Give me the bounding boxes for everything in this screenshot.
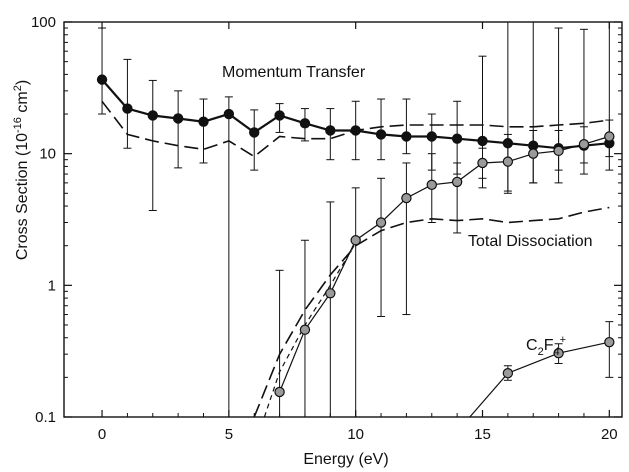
data-point-momentum xyxy=(502,138,514,149)
data-point-dissociation xyxy=(350,235,361,246)
y-tick-label: 100 xyxy=(31,14,56,31)
data-point-momentum xyxy=(350,125,361,136)
x-tick-label: 10 xyxy=(347,426,364,443)
annotations-layer: Momentum Transfer Total Dissociation C2F… xyxy=(222,64,593,358)
data-point-c2f4 xyxy=(553,348,564,359)
data-point-c2f4 xyxy=(604,336,615,348)
data-point-momentum xyxy=(274,110,285,121)
data-point-dissociation xyxy=(274,386,285,398)
y-tick-label: 0.1 xyxy=(35,409,56,426)
c2f4-sub1: 2 xyxy=(538,346,544,358)
data-point-momentum xyxy=(147,110,158,121)
error-bars-layer xyxy=(98,21,614,418)
data-point-momentum xyxy=(172,113,184,124)
data-point-dissociation xyxy=(375,217,387,228)
data-point-momentum xyxy=(249,127,260,138)
data-point-momentum xyxy=(325,125,336,136)
data-point-momentum xyxy=(451,133,463,144)
y-axis-title-prefix: Cross Section (10 xyxy=(14,133,31,260)
x-tick-label: 5 xyxy=(225,426,233,443)
y-axis-title: Cross Section (10-16 cm2) xyxy=(12,80,31,260)
y-tick-label: 1 xyxy=(48,277,56,294)
data-point-momentum xyxy=(198,116,209,127)
data-point-c2f4 xyxy=(502,368,514,379)
x-axis-title: Energy (eV) xyxy=(303,451,388,468)
plot-frame xyxy=(63,21,623,418)
data-point-dissociation xyxy=(451,176,463,188)
c2f4-mid: F xyxy=(544,337,554,354)
series-lead-line-c2f4 xyxy=(469,372,509,418)
data-point-dissociation xyxy=(325,288,336,299)
y-axis-title-exp: -16 xyxy=(12,117,24,133)
c2f4-sup: + xyxy=(560,334,566,346)
data-point-dissociation xyxy=(426,179,437,191)
data-point-dissociation xyxy=(553,145,564,157)
data-point-momentum xyxy=(96,74,108,85)
data-point-dissociation xyxy=(401,192,412,204)
axis-titles-layer: Energy (eV) Cross Section (10-16 cm2) xyxy=(12,80,389,468)
x-tick-label: 0 xyxy=(98,426,106,443)
data-point-momentum xyxy=(477,135,488,147)
data-point-momentum xyxy=(375,129,387,140)
annotation-total-dissociation: Total Dissociation xyxy=(468,233,593,250)
data-point-momentum xyxy=(299,118,311,129)
c2f4-sub2: 4 xyxy=(553,346,559,358)
data-point-dissociation xyxy=(528,148,539,159)
c2f4-base: C xyxy=(526,337,538,354)
data-point-dissociation xyxy=(578,139,590,150)
data-point-momentum xyxy=(401,131,412,142)
data-point-dissociation xyxy=(477,157,488,169)
annotation-momentum-transfer: Momentum Transfer xyxy=(222,64,366,81)
data-point-dissociation xyxy=(604,131,615,142)
annotation-c2f4-plus: C2F4+ xyxy=(526,334,566,358)
data-point-momentum xyxy=(122,103,133,114)
data-point-dissociation xyxy=(299,324,311,335)
y-tick-label: 10 xyxy=(39,146,56,163)
y-axis-title-exp2: 2 xyxy=(12,85,24,91)
data-point-momentum xyxy=(223,108,235,120)
data-point-momentum xyxy=(426,131,437,142)
x-tick-label: 20 xyxy=(601,426,618,443)
markers-layer xyxy=(96,74,615,398)
data-point-dissociation xyxy=(502,156,514,167)
y-axis-title-mid: cm xyxy=(14,91,31,117)
y-axis-title-suffix: ) xyxy=(14,80,31,85)
x-tick-label: 15 xyxy=(474,426,491,443)
